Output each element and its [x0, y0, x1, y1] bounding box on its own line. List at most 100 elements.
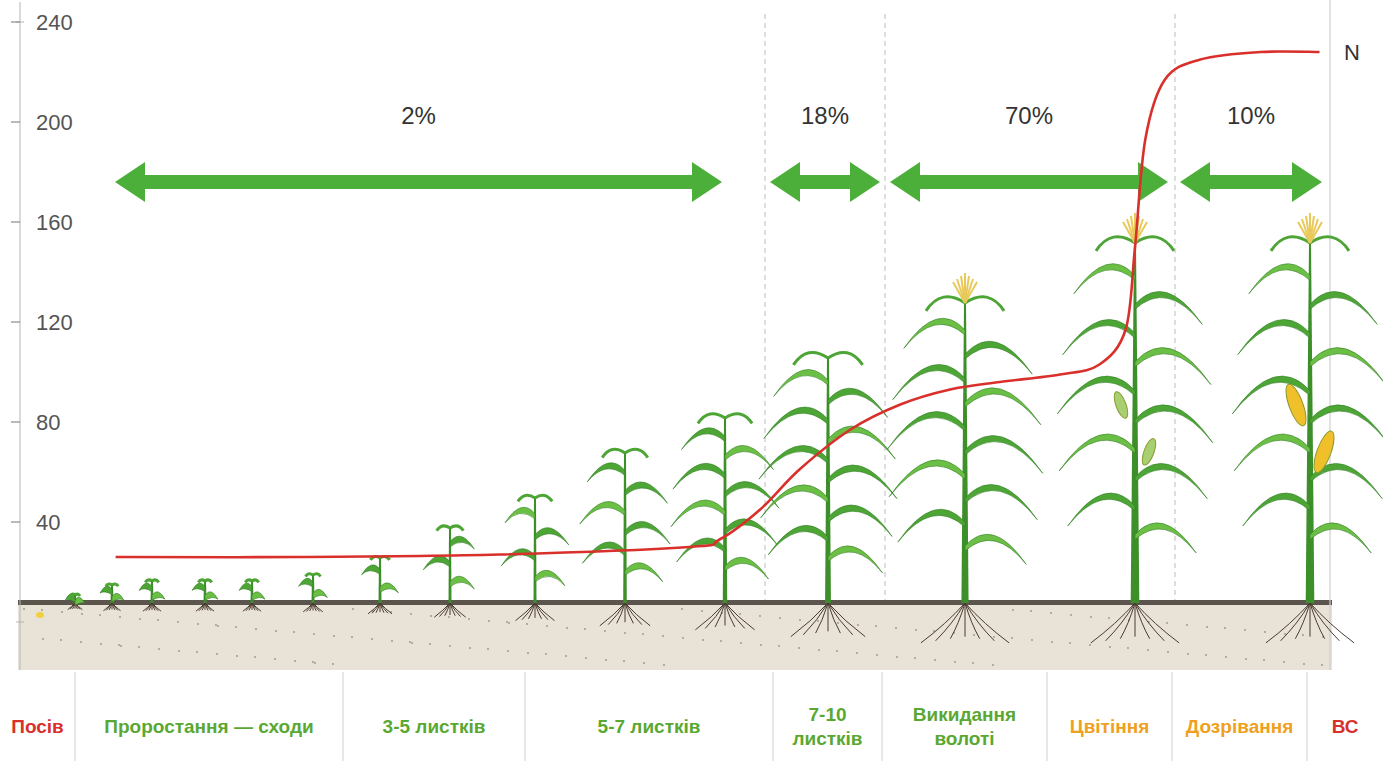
leaf [580, 501, 625, 524]
soil-grain [487, 648, 489, 650]
leaf [1310, 523, 1371, 553]
root [1135, 603, 1136, 637]
soil-grain [1205, 654, 1207, 656]
root [73, 603, 75, 609]
leaf [362, 565, 380, 575]
leaf [602, 449, 625, 457]
soil-grain [197, 623, 199, 625]
soil-grain [545, 653, 547, 655]
root [791, 603, 828, 637]
soil-grain [313, 633, 315, 635]
leaf [774, 369, 828, 396]
root [1135, 603, 1179, 643]
leaf [437, 526, 450, 531]
soil-grain [1031, 639, 1033, 641]
soil-grain [294, 660, 296, 662]
plant [139, 580, 165, 611]
leaf [100, 586, 112, 594]
leaf [828, 465, 897, 499]
plant [423, 526, 474, 617]
seed [36, 612, 44, 618]
soil-grain [411, 642, 413, 644]
soil-grain [875, 625, 877, 627]
leaf [535, 570, 565, 585]
soil-grain [566, 627, 568, 629]
leaf [1310, 291, 1377, 324]
soil-grain [61, 611, 63, 613]
y-tick-label: 160 [36, 210, 73, 235]
leaf [965, 435, 1043, 473]
soil-grain [255, 628, 257, 630]
leaf [313, 589, 327, 598]
leaf [501, 549, 535, 566]
plant [100, 584, 124, 611]
root [950, 603, 965, 639]
stage-divider [773, 672, 774, 761]
stage-divider [343, 672, 344, 761]
leaf [450, 536, 474, 549]
soil-grain [275, 630, 277, 632]
leaf [239, 583, 252, 592]
leaf [1074, 264, 1135, 294]
stage-divider [75, 672, 76, 761]
root [310, 603, 313, 611]
soil-grain [857, 624, 859, 626]
root [196, 603, 205, 611]
root [68, 603, 75, 610]
stage-label: 7-10листків [792, 704, 862, 749]
soil-grain [1011, 637, 1013, 639]
leaf [112, 584, 118, 586]
soil-grain [585, 657, 587, 659]
soil-grain [488, 620, 490, 622]
soil-grain [798, 647, 800, 649]
plant [759, 352, 897, 636]
leaf [450, 576, 474, 589]
soil-grain [604, 630, 606, 632]
soil-grain [605, 659, 607, 661]
soil-grain [837, 622, 839, 624]
leaf [1135, 405, 1213, 443]
leaf [828, 426, 895, 459]
soil-grain [818, 649, 820, 651]
soil-grain [817, 620, 819, 622]
root [695, 603, 725, 630]
soil-grain [1166, 622, 1168, 624]
soil-grain [1186, 624, 1188, 626]
soil-grain [1090, 616, 1092, 618]
root [965, 603, 966, 637]
leaf [768, 525, 828, 554]
soil-grain [236, 655, 238, 657]
ear [1140, 437, 1159, 467]
y-tick-label: 80 [36, 410, 60, 435]
plant [501, 495, 568, 620]
soil-grain [391, 640, 393, 642]
leaf [764, 407, 828, 438]
soil-grain [449, 645, 451, 647]
root [149, 603, 152, 610]
soil-grain [896, 656, 898, 658]
plant [192, 580, 218, 611]
root [705, 603, 725, 628]
leaf [965, 484, 1037, 519]
leaf [1310, 348, 1383, 385]
stage-label: Дозрівання [1186, 716, 1294, 737]
root [725, 603, 755, 630]
soil-grain [565, 655, 567, 657]
leaf [535, 495, 552, 501]
plant [887, 273, 1043, 643]
y-tick [11, 521, 20, 522]
soil-grain [1167, 651, 1169, 653]
leaf [725, 557, 769, 579]
soil-grain [759, 615, 761, 617]
tassel [965, 282, 977, 303]
leaf [70, 594, 75, 596]
y-tick-label: 40 [36, 510, 60, 535]
soil-grain [643, 662, 645, 664]
leaf [889, 460, 965, 497]
leaf [75, 597, 85, 605]
root [515, 603, 535, 621]
stage-label: Цвітіння [1070, 716, 1149, 737]
plant [239, 580, 265, 611]
plant [1057, 213, 1213, 643]
stage-label: ВС [1332, 716, 1359, 737]
